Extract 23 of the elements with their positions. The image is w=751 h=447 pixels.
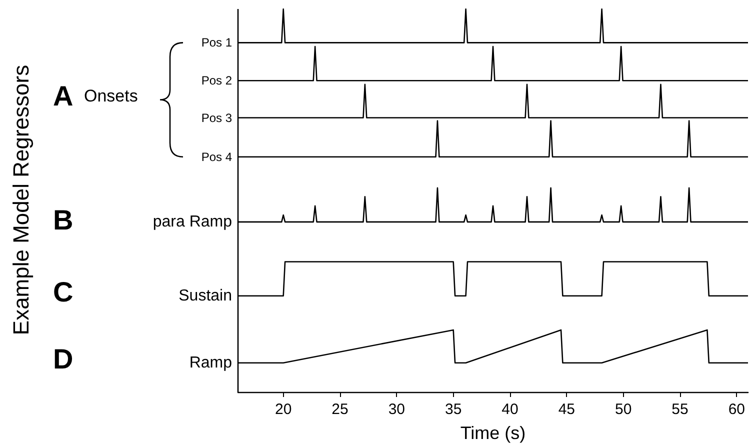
series-label: Sustain <box>178 287 232 304</box>
text: Onsets <box>84 86 138 106</box>
series-label: Pos 4 <box>201 150 232 164</box>
text: A <box>53 80 74 112</box>
text: D <box>53 344 74 374</box>
x-tick-label: 35 <box>444 401 462 418</box>
series-label: Pos 1 <box>201 36 232 50</box>
x-tick-label: 25 <box>332 401 348 418</box>
x-tick-label: 55 <box>672 401 688 418</box>
x-tick-label: 50 <box>614 401 632 418</box>
text: B <box>53 204 74 236</box>
x-tick-label: 20 <box>274 401 292 418</box>
series-label: Pos 2 <box>201 74 232 88</box>
series-label: para Ramp <box>152 213 232 230</box>
text: Example Model Regressors <box>8 64 34 336</box>
text: C <box>53 276 74 308</box>
series-label: Pos 3 <box>201 110 232 125</box>
x-axis-title: Time (s) <box>460 423 526 443</box>
x-tick-label: 40 <box>502 401 518 418</box>
x-tick-label: 30 <box>388 401 406 418</box>
x-tick-label: 45 <box>558 401 576 418</box>
x-tick-label: 60 <box>728 401 746 418</box>
series-label: Ramp <box>189 354 232 372</box>
